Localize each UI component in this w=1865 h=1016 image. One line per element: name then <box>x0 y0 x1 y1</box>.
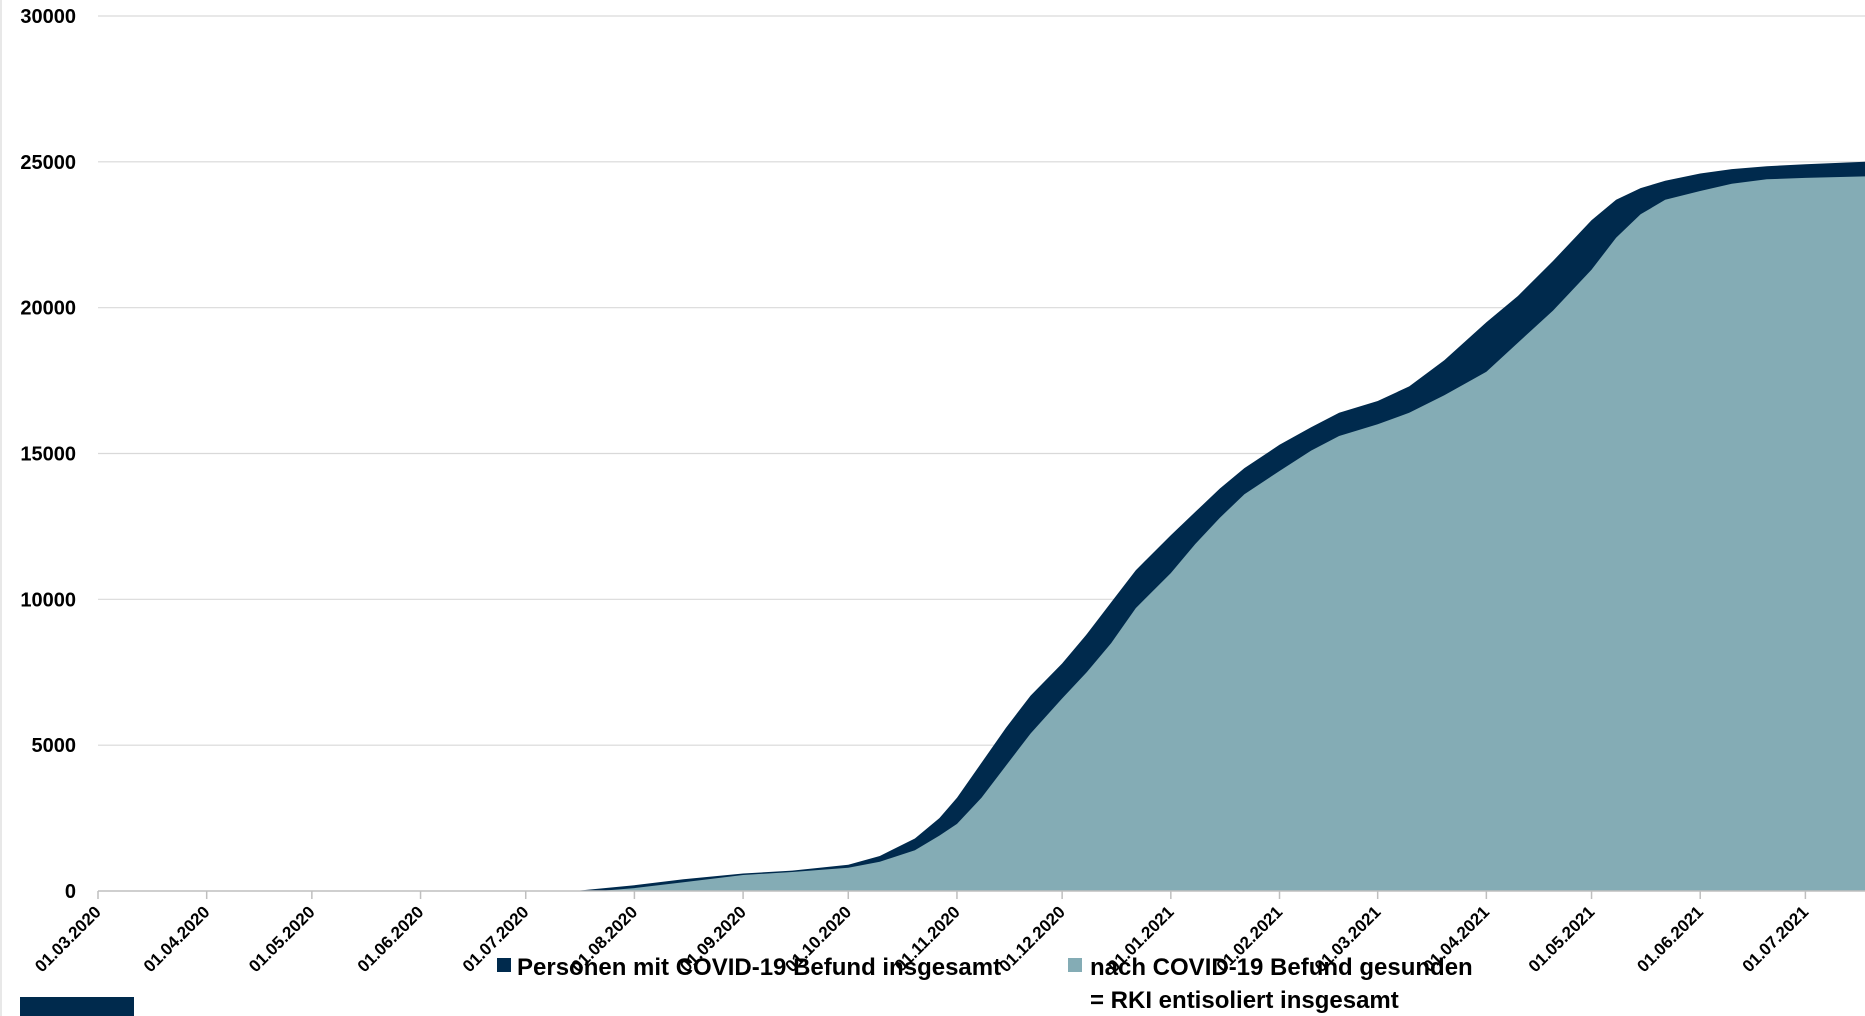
y-tick-label-5000: 5000 <box>32 735 77 757</box>
plot-areas <box>98 161 1865 892</box>
x-tick-label-01.04.2020: 01.04.2020 <box>140 902 214 976</box>
legend-swatch-total <box>497 958 511 972</box>
legend: Personen mit COVID-19 Befund insgesamt n… <box>20 954 1473 1016</box>
legend-extra-swatch <box>20 997 134 1016</box>
y-tick-label-30000: 30000 <box>20 6 76 28</box>
x-tick-label-01.06.2020: 01.06.2020 <box>354 902 428 976</box>
legend-swatch-recovered <box>1068 958 1082 972</box>
x-tick-label-01.03.2020: 01.03.2020 <box>31 902 105 976</box>
legend-label-recovered-line2: = RKI entisoliert insgesamt <box>1090 987 1399 1014</box>
legend-label-total: Personen mit COVID-19 Befund insgesamt <box>517 954 1001 981</box>
x-tick-label-01.05.2021: 01.05.2021 <box>1525 902 1599 976</box>
y-tick-label-25000: 25000 <box>20 152 76 174</box>
y-tick-label-10000: 10000 <box>20 589 76 611</box>
legend-label-recovered-line1: nach COVID-19 Befund gesunden <box>1090 954 1473 981</box>
x-tick-label-01.12.2020: 01.12.2020 <box>995 902 1069 976</box>
area-series-1 <box>98 176 1865 891</box>
x-tick-label-01.06.2021: 01.06.2021 <box>1633 902 1707 976</box>
x-tick-label-01.07.2021: 01.07.2021 <box>1739 902 1813 976</box>
y-tick-labels: 0 5000 10000 15000 20000 25000 30000 <box>20 6 76 903</box>
y-tick-label-15000: 15000 <box>20 444 76 466</box>
y-tick-label-0: 0 <box>65 881 76 903</box>
y-tick-label-20000: 20000 <box>20 298 76 320</box>
x-tick-label-01.05.2020: 01.05.2020 <box>245 902 319 976</box>
